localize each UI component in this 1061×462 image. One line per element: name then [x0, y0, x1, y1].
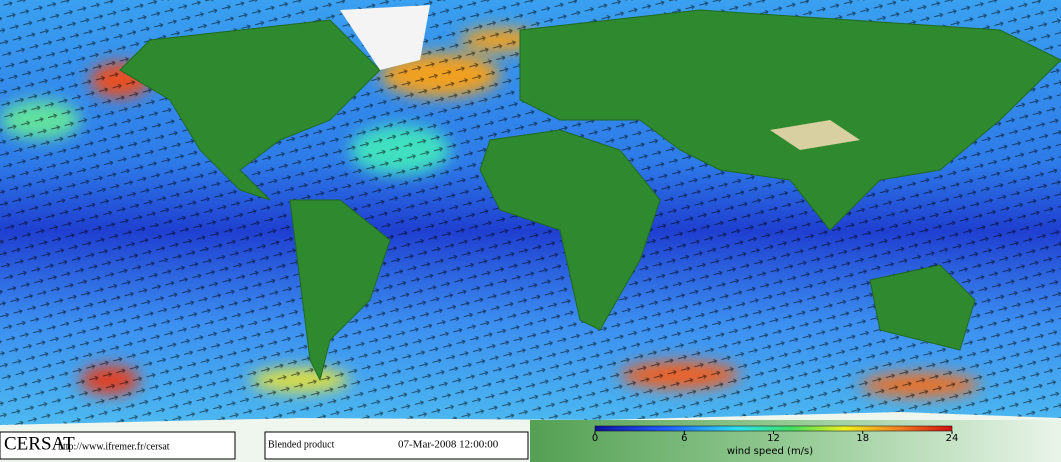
url: http://www.ifremer.fr/cersat — [58, 441, 170, 452]
colorbar-tick-label: 6 — [681, 433, 687, 444]
continents — [119, 9, 1061, 382]
timestamp: 07-Mar-2008 12:00:00 — [398, 439, 499, 451]
product: Blended product — [268, 439, 335, 450]
product-box — [264, 431, 529, 460]
south-america — [289, 199, 391, 382]
tibet — [770, 120, 860, 150]
colorbar: 0 6 12 18 24 — [592, 425, 959, 444]
colorbar-tick-label: 24 — [946, 433, 959, 444]
africa — [479, 129, 661, 331]
north-america — [119, 19, 381, 201]
colorbar-tick-label: 0 — [592, 433, 598, 444]
logo: CERSAT — [4, 433, 75, 454]
eurasia — [519, 9, 1061, 231]
greenland — [340, 5, 430, 70]
legend-title: wind speed (m/s) — [727, 446, 813, 457]
colorbar-gradient — [594, 425, 953, 432]
logo-box — [0, 431, 236, 460]
australia — [869, 264, 976, 351]
colorbar-tick-label: 12 — [767, 433, 780, 444]
colorbar-tick-label: 18 — [856, 433, 869, 444]
